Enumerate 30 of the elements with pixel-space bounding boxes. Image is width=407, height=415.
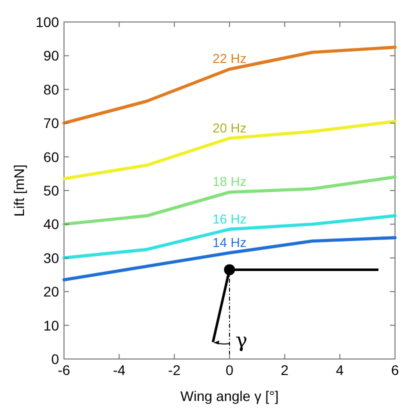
y-tick-label: 10 <box>43 317 60 334</box>
line-series <box>62 214 397 260</box>
y-tick-label: 100 <box>36 14 60 30</box>
y-tick-label: 30 <box>43 250 60 266</box>
line-series <box>62 175 397 226</box>
x-tick-label: 0 <box>226 362 234 378</box>
x-axis-title: Wing angle γ [°] <box>180 388 279 404</box>
y-tick-label: 80 <box>43 81 60 98</box>
y-tick-label: 60 <box>43 148 60 165</box>
y-tick-label: 0 <box>51 351 60 367</box>
x-tick-label: -4 <box>112 362 126 378</box>
series-label: 20 Hz <box>212 120 246 136</box>
x-tick-label: 4 <box>336 362 344 378</box>
y-tick-label: 70 <box>43 115 60 132</box>
series-label: 14 Hz <box>212 234 246 250</box>
x-tick-label: 6 <box>391 362 400 378</box>
annotation: γ <box>236 328 248 352</box>
series-label: 16 Hz <box>212 211 246 226</box>
y-tick-label: 20 <box>43 284 60 300</box>
y-tick-label: 50 <box>43 182 60 198</box>
series-label: 22 Hz <box>212 51 246 66</box>
x-tick-label: -2 <box>168 362 181 378</box>
x-tick-label: 2 <box>280 362 289 378</box>
line-series <box>62 236 397 282</box>
series-label: 18 Hz <box>212 174 246 190</box>
y-axis-title: Lift [mN] <box>11 164 27 217</box>
y-tick-label: 40 <box>43 216 60 232</box>
y-tick-label: 90 <box>43 48 60 64</box>
line-series <box>62 46 397 125</box>
x-tick-label: -6 <box>58 362 70 378</box>
